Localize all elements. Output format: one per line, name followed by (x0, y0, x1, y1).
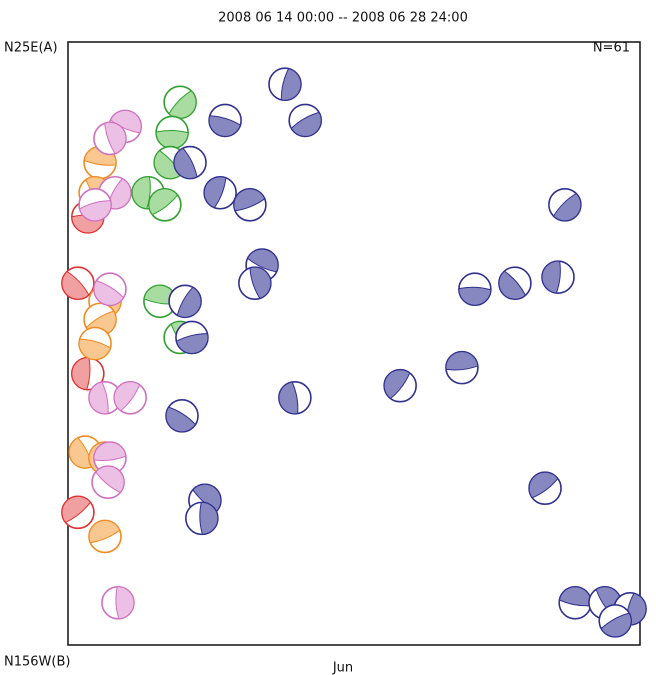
beachball-quadrant (68, 437, 93, 469)
beachball-quadrant (173, 147, 198, 180)
beachball (498, 266, 532, 301)
beachball (168, 284, 202, 319)
beachball-quadrant (153, 150, 182, 180)
beachball (101, 585, 135, 620)
beachball (208, 103, 242, 138)
beachball-quadrant (71, 357, 91, 391)
beachball (233, 188, 267, 222)
beachball (173, 145, 207, 180)
beachball-quadrant (95, 465, 125, 494)
beachball (153, 145, 187, 180)
beachball (203, 175, 237, 210)
beachball-quadrant (78, 338, 112, 360)
beachball-quadrant (106, 177, 132, 210)
beachball-quadrant (290, 111, 322, 137)
beachball (78, 188, 112, 222)
beachball-quadrant (113, 381, 141, 412)
beachball-quadrant (88, 520, 121, 544)
beachball-quadrant (61, 270, 90, 300)
beachball (93, 441, 127, 475)
bottom-label: N156W(B) (4, 655, 70, 670)
beachball (238, 266, 272, 301)
beachball (528, 471, 562, 506)
beachball (88, 380, 122, 415)
beachball (91, 465, 125, 499)
beachball-quadrant (208, 115, 242, 137)
beachball-quadrant (246, 248, 279, 273)
beachball (148, 188, 182, 222)
beachball-quadrant (383, 369, 411, 400)
beachball (88, 519, 122, 554)
beachball (175, 320, 209, 355)
beachball (558, 585, 592, 620)
beachball-quadrant (552, 192, 582, 222)
beachball (61, 266, 95, 301)
beachball-quadrant (115, 586, 135, 620)
beachball-quadrant (88, 381, 109, 415)
beachball (78, 326, 112, 361)
beachball (383, 368, 417, 403)
beachball (458, 272, 492, 307)
beachball (541, 260, 575, 294)
beachball (445, 350, 479, 385)
beachball-quadrant (175, 333, 209, 354)
beachball (278, 380, 312, 415)
beachball-quadrant (233, 188, 266, 212)
beachball-quadrant (280, 68, 302, 101)
beachball-quadrant (528, 471, 559, 499)
plot-frame (67, 41, 641, 646)
beachball (185, 501, 219, 536)
beachball (288, 103, 322, 138)
beachball-quadrant (109, 109, 142, 134)
count-label: N=61 (593, 41, 630, 56)
beachball-quadrant (445, 351, 479, 371)
beachball-quadrant (203, 176, 227, 209)
beachball-quadrant (104, 122, 127, 155)
beachball (61, 495, 95, 530)
beachball-quadrant (176, 286, 202, 318)
beachball-quadrant (199, 501, 219, 535)
beachball (155, 115, 189, 150)
beachball (113, 380, 147, 415)
chart-subtitle: 2008 06 14 00:00 -- 2008 06 28 24:00 (218, 11, 468, 26)
beachball-quadrant (278, 381, 299, 415)
beachball-quadrant (155, 129, 189, 149)
beachball (548, 188, 582, 222)
beachball-quadrant (148, 188, 179, 216)
beachball (598, 604, 633, 638)
beachball-quadrant (131, 176, 151, 210)
beachball-quadrant (79, 200, 112, 222)
beachball-quadrant (93, 280, 125, 306)
beachball (165, 399, 199, 433)
beachball (93, 121, 127, 156)
beachball-quadrant (541, 260, 561, 294)
x-axis-label: Jun (332, 661, 353, 675)
top-label: N25E(A) (4, 41, 58, 56)
beachball (268, 67, 302, 102)
beachball-quadrant (498, 270, 527, 300)
beachball (71, 356, 105, 391)
beachball-quadrant (458, 286, 492, 306)
beachball-quadrant (93, 441, 127, 462)
beachball-quadrant (61, 495, 91, 524)
beachball-quadrant (165, 406, 197, 433)
beachball (93, 272, 127, 307)
beachball-quadrant (600, 612, 632, 638)
beachball-quadrant (249, 266, 272, 300)
beachball (163, 85, 197, 120)
beachball (143, 284, 177, 319)
beachball-quadrant (192, 483, 222, 512)
